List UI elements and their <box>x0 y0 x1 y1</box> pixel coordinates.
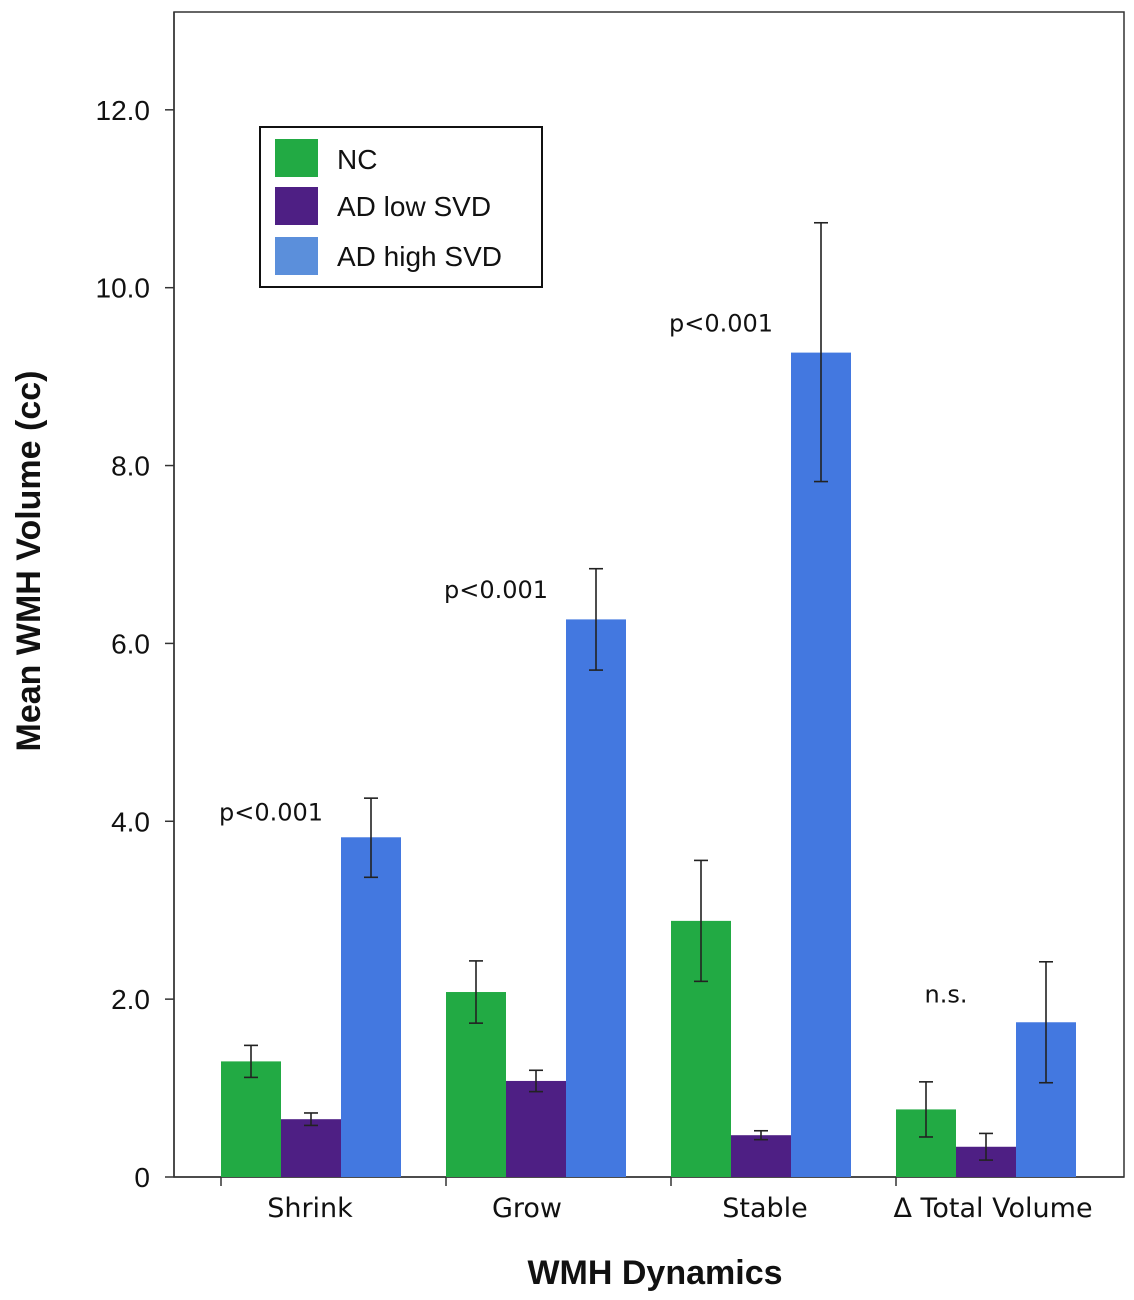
bar-ad-low-svd-grow <box>506 1080 566 1177</box>
y-axis: 0 2.0 4.0 6.0 8.0 10.0 12.0 <box>96 12 175 1193</box>
annotation-total-volume: n.s. <box>925 981 968 1009</box>
error-bar-ad-high-svd-grow <box>589 567 603 671</box>
y-tick-label-0: 0 <box>134 1162 150 1193</box>
annotation-stable: p<0.001 <box>669 309 773 337</box>
legend-swatch-nc <box>275 139 318 177</box>
legend-label-ad-low-svd: AD low SVD <box>337 191 491 222</box>
legend-swatch-ad-high-svd <box>275 237 318 275</box>
error-bar-ad-low-svd-total-volume <box>979 1132 993 1161</box>
bar-ad-low-svd-shrink <box>281 1119 341 1177</box>
legend-label-ad-high-svd: AD high SVD <box>337 241 502 272</box>
bar-nc-shrink <box>221 1061 281 1177</box>
y-tick-label-6: 12.0 <box>96 95 151 126</box>
error-bar-nc-stable <box>694 859 708 983</box>
y-tick-label-3: 6.0 <box>111 628 150 659</box>
y-tick-label-4: 8.0 <box>111 451 150 482</box>
error-bar-ad-low-svd-grow <box>529 1069 543 1093</box>
bar-ad-high-svd-stable <box>791 352 851 1177</box>
error-bar-ad-high-svd-total-volume <box>1039 960 1053 1084</box>
error-bar-ad-low-svd-stable <box>754 1129 768 1141</box>
y-tick-label-1: 2.0 <box>111 984 150 1015</box>
error-bars-layer <box>244 221 1053 1161</box>
x-axis-title: WMH Dynamics <box>527 1254 782 1292</box>
error-bar-ad-high-svd-stable <box>814 221 828 483</box>
bar-ad-low-svd-stable <box>731 1135 791 1177</box>
x-tick-label-shrink: Shrink <box>267 1193 353 1224</box>
annotations-layer: p<0.001 p<0.001 p<0.001 n.s. <box>219 309 968 1008</box>
x-axis: Shrink Grow Stable Δ Total Volume <box>174 1176 1124 1224</box>
annotation-shrink: p<0.001 <box>219 798 323 826</box>
x-tick-label-stable: Stable <box>722 1193 808 1224</box>
error-bar-ad-high-svd-shrink <box>364 797 378 879</box>
bar-ad-high-svd-grow <box>566 619 626 1177</box>
error-bar-nc-shrink <box>244 1044 258 1079</box>
y-tick-label-5: 10.0 <box>96 273 151 304</box>
legend-swatch-ad-low-svd <box>275 187 318 225</box>
annotation-grow: p<0.001 <box>444 576 548 604</box>
error-bar-ad-low-svd-shrink <box>304 1112 318 1127</box>
bar-ad-high-svd-shrink <box>341 837 401 1177</box>
x-tick-label-grow: Grow <box>492 1193 562 1224</box>
bars-layer <box>221 352 1076 1177</box>
error-bar-nc-grow <box>469 960 483 1024</box>
error-bar-nc-total-volume <box>919 1081 933 1138</box>
legend: NC AD low SVD AD high SVD <box>259 126 543 288</box>
y-axis-title: Mean WMH Volume (cc) <box>10 371 48 752</box>
y-tick-label-2: 4.0 <box>111 806 150 837</box>
x-tick-label-total-volume: Δ Total Volume <box>893 1193 1092 1224</box>
legend-label-nc: NC <box>337 144 377 175</box>
